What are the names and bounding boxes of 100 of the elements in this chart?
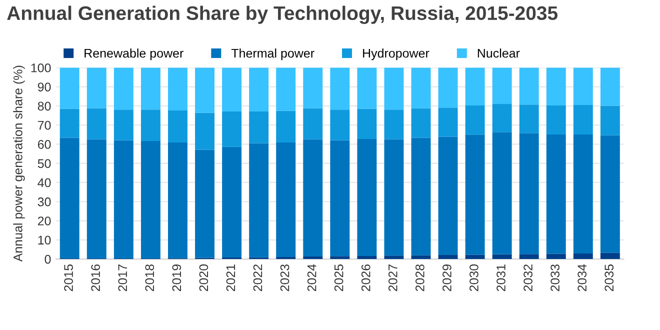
bar: [276, 110, 296, 142]
y-tick-label: 90: [38, 82, 51, 92]
bar: [465, 68, 485, 106]
bar: [114, 140, 134, 258]
x-tick-label: 2016: [91, 264, 100, 292]
bar: [357, 139, 377, 256]
legend-label: Renewable power: [84, 48, 184, 60]
x-tick-label: 2032: [524, 264, 532, 292]
bar: [249, 111, 269, 144]
bar: [438, 68, 458, 108]
bar: [249, 143, 269, 258]
bar: [114, 68, 134, 110]
bar: [330, 256, 350, 260]
x-tick-label: 2021: [226, 264, 236, 292]
bar: [222, 68, 242, 112]
x-tick-label: 2025: [334, 264, 344, 292]
y-tick-label: 10: [38, 236, 51, 245]
x-tick-label: 2017: [118, 264, 128, 292]
bar: [546, 68, 566, 106]
y-tick-label: 40: [38, 178, 51, 188]
x-tick-label: 2027: [388, 264, 398, 292]
bar: [330, 140, 350, 256]
bar: [357, 108, 377, 140]
bar: [303, 108, 323, 140]
bar: [492, 104, 512, 132]
bar: [465, 254, 485, 260]
bar: [411, 68, 431, 108]
bar: [600, 135, 620, 253]
bar: [86, 108, 106, 140]
bar: [438, 255, 458, 260]
x-tick-label: 2018: [145, 264, 154, 292]
legend-label: Nuclear: [478, 48, 520, 58]
bar: [573, 134, 593, 254]
bar: [384, 139, 404, 256]
bar: [303, 256, 323, 260]
bar: [60, 108, 80, 138]
y-tick-label: 30: [38, 197, 51, 206]
bar: [411, 138, 431, 256]
bar: [303, 139, 323, 257]
bar: [573, 254, 593, 260]
x-tick-label: 2019: [172, 264, 182, 292]
bar: [384, 110, 404, 140]
x-tick-label: 2034: [578, 264, 587, 292]
bar: [276, 68, 296, 111]
bar: [86, 139, 106, 258]
bar: [600, 68, 620, 106]
y-axis-title: Annual power generation share (%): [13, 66, 25, 262]
bar: [168, 110, 188, 142]
x-tick-label: 2020: [199, 264, 208, 292]
x-tick-label: 2022: [253, 264, 262, 292]
y-tick-label: 0: [44, 254, 51, 264]
x-tick-label: 2028: [415, 264, 424, 292]
y-tick-label: 60: [38, 140, 51, 149]
bar: [249, 68, 269, 112]
bar: [195, 150, 214, 258]
bar: [60, 68, 80, 109]
bar: [357, 68, 377, 109]
x-tick-label: 2015: [64, 264, 73, 292]
bar: [222, 146, 242, 258]
y-tick-label: 70: [38, 120, 51, 130]
bar: [357, 256, 377, 260]
bar: [573, 104, 593, 134]
bar: [492, 132, 512, 254]
y-tick-label: 80: [38, 102, 51, 111]
y-tick-label: 20: [38, 216, 51, 226]
bar: [546, 106, 566, 134]
bar: [411, 255, 431, 260]
bar: [384, 68, 404, 110]
bar: [168, 68, 188, 111]
bar: [492, 68, 512, 104]
bar: [384, 256, 404, 260]
x-tick-label: 2031: [496, 264, 506, 292]
bar: [330, 110, 350, 140]
legend-label: Thermal power: [231, 48, 314, 60]
bar: [140, 140, 160, 258]
bar: [140, 110, 160, 141]
bar: [195, 68, 214, 113]
bar: [465, 106, 485, 135]
bar: [222, 111, 242, 147]
bar: [600, 252, 620, 260]
bar: [438, 136, 458, 256]
chart-title: Annual Generation Share by Technology, Russia, 2015-2035: [7, 6, 558, 24]
x-tick-label: 2024: [307, 264, 316, 292]
bar: [600, 106, 620, 136]
bar: [276, 142, 296, 257]
bar: [86, 68, 106, 108]
x-tick-label: 2033: [550, 264, 560, 292]
bar: [276, 256, 296, 260]
y-tick-label: 50: [38, 159, 51, 168]
bar: [168, 142, 188, 258]
x-tick-label: 2035: [604, 264, 614, 292]
bar: [330, 68, 350, 110]
y-tick-label: 100: [31, 63, 51, 72]
bar: [546, 134, 566, 254]
bar: [573, 68, 593, 105]
x-tick-label: 2030: [470, 264, 478, 292]
bar: [492, 254, 512, 260]
bar: [546, 254, 566, 260]
x-tick-label: 2023: [280, 264, 290, 292]
bar: [465, 134, 485, 255]
